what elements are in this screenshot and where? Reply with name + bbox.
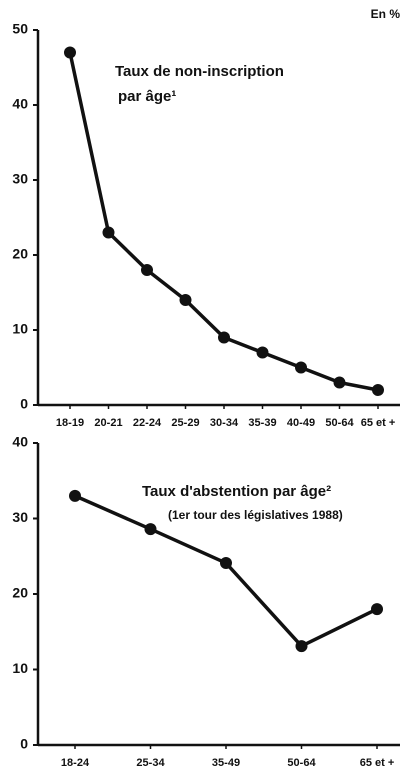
- x-tick-label: 65 et +: [361, 417, 396, 429]
- data-point: [144, 523, 157, 536]
- x-tick-label: 35-49: [212, 757, 240, 769]
- y-tick-label: 40: [12, 434, 28, 450]
- x-tick-label: 20-21: [94, 417, 122, 429]
- x-tick-label: 35-39: [248, 417, 276, 429]
- x-tick-label: 25-29: [171, 417, 199, 429]
- y-tick-label: 10: [12, 660, 28, 676]
- chart-title: Taux de non-inscription: [115, 63, 284, 80]
- data-point: [64, 46, 76, 59]
- y-tick-label: 40: [12, 96, 28, 112]
- y-tick-label: 20: [12, 246, 28, 262]
- data-point: [295, 640, 308, 653]
- data-point: [333, 376, 346, 389]
- x-tick-label: 18-24: [61, 757, 90, 769]
- x-tick-label: 65 et +: [360, 757, 395, 769]
- data-point: [69, 489, 81, 502]
- y-tick-label: 20: [12, 585, 28, 601]
- data-point: [220, 557, 232, 570]
- unit-label: En %: [371, 7, 401, 21]
- x-tick-label: 25-34: [136, 757, 165, 769]
- data-point: [256, 346, 269, 359]
- data-point: [141, 264, 153, 276]
- data-point: [179, 294, 192, 306]
- x-tick-label: 22-24: [133, 417, 162, 429]
- x-tick-label: 40-49: [287, 417, 315, 429]
- y-tick-label: 30: [12, 509, 28, 525]
- chart-title: Taux d'abstention par âge²: [142, 483, 331, 500]
- data-point: [102, 226, 115, 239]
- x-tick-label: 50-64: [287, 757, 316, 769]
- x-tick-label: 30-34: [210, 417, 239, 429]
- y-tick-label: 0: [20, 396, 28, 412]
- x-tick-label: 18-19: [56, 417, 84, 429]
- y-tick-label: 0: [20, 736, 28, 752]
- y-tick-label: 10: [12, 321, 28, 337]
- chart-subtitle: (1er tour des législatives 1988): [168, 508, 343, 522]
- y-tick-label: 30: [12, 171, 28, 187]
- chart-subtitle: par âge¹: [118, 88, 176, 105]
- data-point: [372, 384, 384, 396]
- data-point: [295, 361, 307, 374]
- data-point: [218, 331, 230, 344]
- y-tick-label: 50: [12, 21, 28, 37]
- data-point: [371, 603, 383, 616]
- x-tick-label: 50-64: [325, 417, 354, 429]
